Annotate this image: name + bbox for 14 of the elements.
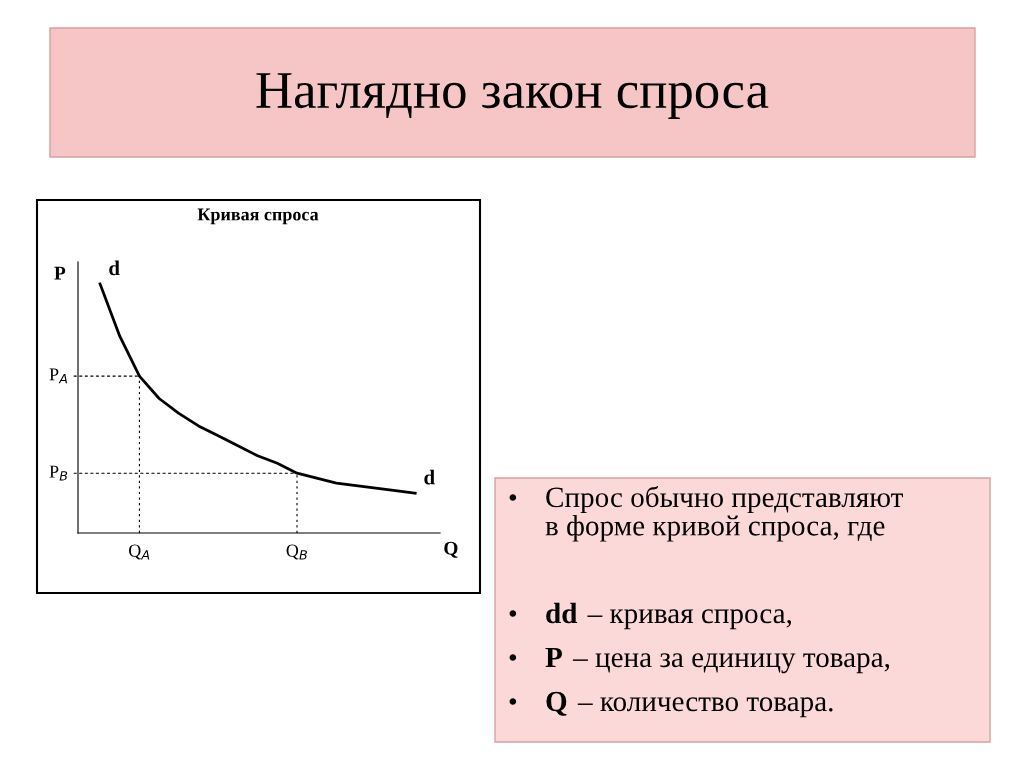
x-axis-title: Q [444, 541, 458, 558]
text: P$_{B}$ [49, 465, 68, 481]
text: • P – цена за единицу товара, [509, 647, 890, 674]
chart-title: Наглядно закон спроса [256, 73, 769, 119]
chart-subtitle: Кривая спроса [197, 208, 319, 225]
text: d [109, 260, 120, 276]
x-tick-label: Q$_{B}$ [286, 544, 307, 560]
text: • Q – количество товара. [509, 691, 833, 718]
text: • dd – кривая спроса, [509, 602, 792, 630]
text: P$_{A}$ [49, 368, 68, 384]
y-axis-title: P [54, 266, 66, 280]
x-tick-label: Q$_{A}$ [129, 544, 150, 560]
annotation: d [424, 469, 435, 485]
text: • Спрос обычно представляют в форме кривой спроса, где [509, 486, 903, 542]
